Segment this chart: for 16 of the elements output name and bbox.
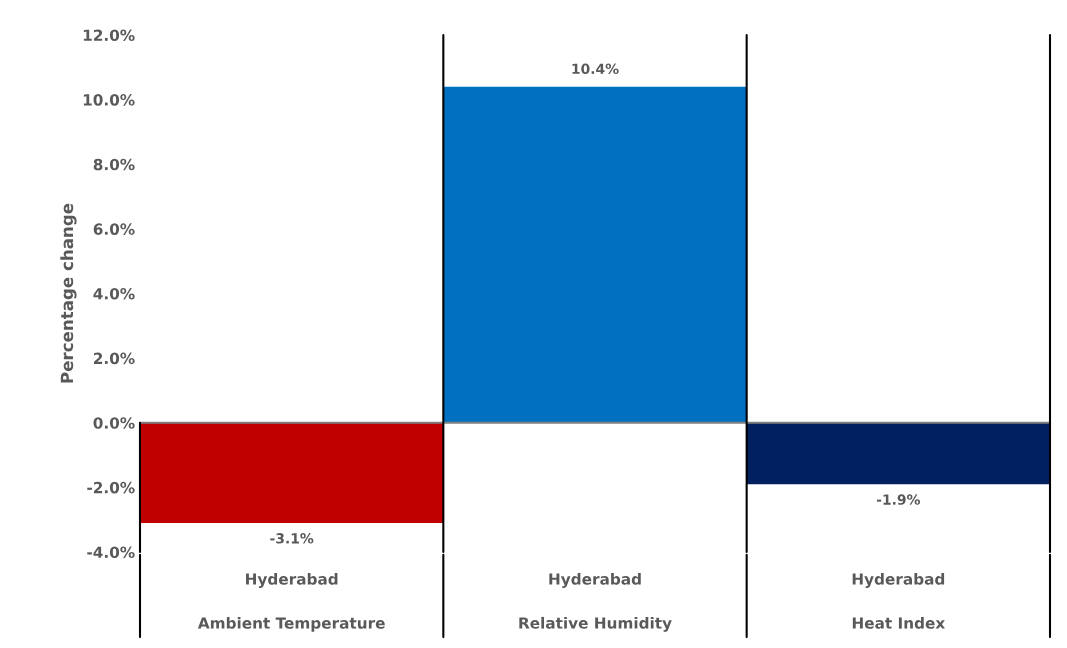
y-tick-label: 6.0% — [93, 223, 135, 235]
y-axis-title: Percentage change — [60, 203, 77, 383]
y-tick-label: 12.0% — [83, 29, 135, 42]
data-label: -3.1% — [270, 533, 314, 544]
y-tick-label: 0.0% — [93, 417, 135, 429]
y-tick-label: -4.0% — [87, 546, 135, 559]
category-label: Hyderabad Heat Index — [852, 572, 945, 629]
data-label: -1.9% — [876, 494, 921, 505]
y-tick-label: -2.0% — [87, 481, 135, 494]
y-tick-label: 2.0% — [93, 352, 135, 365]
y-tick-label: 10.0% — [83, 94, 135, 106]
data-label: 10.4% — [572, 63, 619, 75]
category-label: Hyderabad Relative Humidity — [519, 572, 672, 632]
category-label: Hyderabad Ambient Temperature — [197, 572, 385, 632]
y-tick-label: 4.0% — [93, 287, 135, 300]
y-tick-label: 8.0% — [93, 158, 135, 171]
